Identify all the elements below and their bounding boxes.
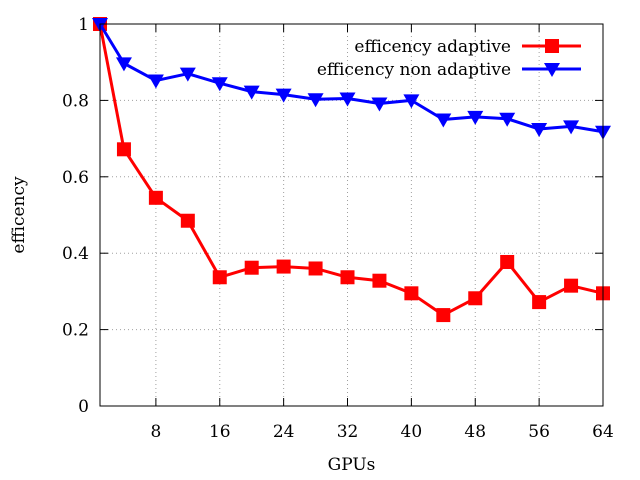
x-tick-label: 32 [337, 422, 359, 442]
data-point [179, 67, 196, 82]
data-point [115, 57, 132, 72]
data-point [116, 142, 131, 157]
data-point [404, 286, 419, 301]
data-point [563, 120, 580, 135]
series-layer [92, 17, 611, 323]
data-point [468, 291, 483, 306]
data-point [275, 88, 292, 103]
x-tick-label: 16 [209, 422, 231, 442]
legend-label: efficency adaptive [354, 37, 511, 57]
axes: 8 16 24 32 40 48 56 64 0 0.2 0.4 0.6 0.8 1 [62, 15, 614, 442]
data-point [340, 270, 355, 285]
y-tick-label: 0 [78, 397, 89, 417]
data-point [403, 94, 420, 109]
x-tick-label: 40 [401, 422, 423, 442]
data-point [211, 77, 228, 92]
y-axis-label: efficency [9, 176, 29, 254]
data-point [564, 278, 579, 293]
data-point [532, 295, 547, 310]
x-tick-label: 24 [273, 422, 295, 442]
legend: efficency adaptive efficency non adaptive [317, 37, 581, 80]
data-point [371, 97, 388, 112]
legend-marker [545, 39, 559, 53]
y-tick-label: 1 [78, 15, 89, 35]
plot-frame [99, 23, 604, 407]
x-axis-label: GPUs [328, 455, 376, 475]
data-point [243, 85, 260, 100]
data-point [148, 190, 163, 205]
x-tick-label: 48 [464, 422, 486, 442]
data-point [147, 74, 164, 89]
data-point [339, 92, 356, 107]
y-tick-label: 0.4 [62, 244, 89, 264]
data-point [436, 308, 451, 323]
y-tick-label: 0.6 [62, 168, 89, 188]
series-0 [93, 17, 610, 323]
x-tick-label: 64 [592, 422, 614, 442]
grid-lines [100, 24, 603, 406]
y-tick-label: 0.2 [62, 321, 89, 341]
data-point [308, 261, 323, 276]
x-tick-label: 56 [528, 422, 550, 442]
data-point [500, 254, 515, 269]
data-point [212, 270, 227, 285]
x-tick-label: 8 [150, 422, 161, 442]
legend-marker [544, 63, 560, 77]
data-point [435, 113, 452, 128]
data-point [467, 110, 484, 125]
data-point [531, 123, 548, 138]
data-point [499, 112, 516, 127]
data-point [180, 213, 195, 228]
legend-label: efficency non adaptive [317, 60, 511, 80]
data-point [307, 93, 324, 108]
y-tick-label: 0.8 [62, 91, 89, 111]
data-point [372, 273, 387, 288]
data-point [244, 260, 259, 275]
data-point [276, 259, 291, 274]
